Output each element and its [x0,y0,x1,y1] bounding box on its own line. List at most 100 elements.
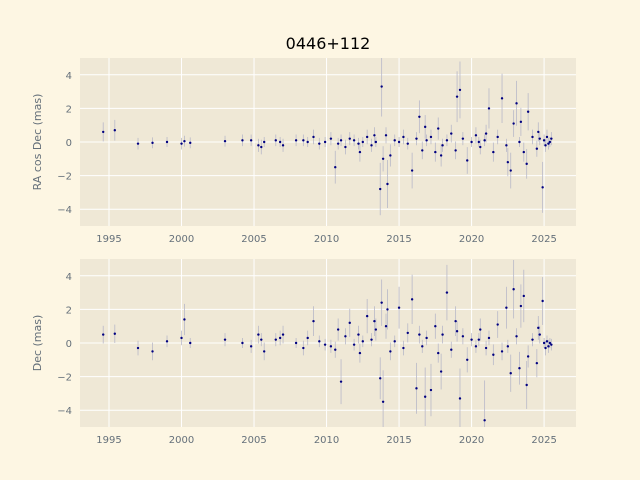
data-point [487,107,491,110]
y-tick-label: 4 [66,71,72,82]
data-point [336,142,340,145]
data-point [492,353,495,356]
x-tick-label: 2020 [459,234,484,245]
data-point [519,120,523,124]
data-point [278,140,282,144]
data-point [339,139,343,142]
data-point [425,336,428,340]
data-point [180,336,183,340]
y-tick-label: 0 [66,339,72,350]
data-point [474,345,478,348]
y-tick-label: 0 [66,138,72,149]
ra-panel: 1995 2000 2005 2010 2015 2020 2025 4 2 0 −2 −4 RA … [31,58,576,245]
data-point [397,140,401,144]
data-point [437,127,440,130]
data-point [165,140,169,144]
data-point [445,139,449,142]
data-point [548,140,552,144]
data-point [365,135,369,139]
data-point [410,298,414,301]
data-point [518,140,521,144]
data-point [352,343,356,346]
data-point [278,336,282,340]
data-point [545,340,549,343]
data-point [423,395,427,398]
data-point [136,346,140,350]
data-point [421,149,424,152]
data-point [165,340,169,343]
data-point [531,135,534,139]
data-point [509,372,512,375]
data-point [306,336,309,340]
data-point [538,333,541,336]
data-point [336,328,340,331]
data-point [450,348,453,351]
y-tick-label: −2 [57,373,72,384]
data-point [535,361,539,365]
y-tick-label: −4 [57,205,72,216]
data-point [294,341,298,345]
data-point [318,340,321,343]
data-point [257,333,260,336]
data-point [151,141,154,145]
dec-y-tick-labels: 4 2 0 −2 −4 [57,272,72,417]
data-point [357,333,360,336]
data-point [454,319,457,323]
data-point [389,350,392,353]
data-point [455,95,459,98]
data-point [281,144,285,147]
data-point [189,341,192,345]
data-point [441,333,444,336]
y-tick-label: 4 [66,272,72,283]
data-point [334,348,337,351]
data-point [547,345,550,348]
data-point [358,351,362,355]
data-point [361,140,365,144]
data-point [535,147,539,150]
data-point [484,132,488,135]
x-tick-label: 2000 [169,234,194,245]
data-point [370,144,373,147]
x-tick-label: 2020 [459,435,484,446]
data-point [183,318,186,321]
data-point [439,370,443,373]
data-point [418,333,421,336]
data-point [518,367,521,370]
x-tick-label: 1995 [96,234,121,245]
y-tick-label: 2 [66,104,72,115]
data-point [515,335,518,338]
data-point [384,134,388,137]
x-tick-label: 2015 [386,234,411,245]
data-point [512,288,515,291]
data-point [496,135,499,139]
data-point [302,139,305,142]
data-point [434,150,437,154]
data-point [466,159,469,162]
data-point [348,321,351,325]
data-point [381,157,385,160]
data-point [257,144,260,147]
ra-y-tick-labels: 4 2 0 −2 −4 [57,71,72,216]
data-point [548,341,552,345]
data-point [537,326,540,330]
data-point [522,150,525,154]
x-tick-label: 2005 [241,234,266,245]
data-point [339,380,343,383]
data-point [312,319,315,323]
ra-points [102,85,553,191]
data-point [474,134,478,137]
data-point [525,162,528,166]
data-point [441,144,444,147]
data-point [323,140,327,144]
data-point [406,142,409,145]
data-point [512,122,515,125]
data-point [477,338,481,341]
data-point [415,137,418,140]
data-point [329,137,333,140]
data-point [470,338,473,341]
data-point [439,154,443,157]
ra-grid [80,58,576,226]
data-point [260,338,263,341]
x-tick-label: 2025 [531,234,556,245]
data-point [541,186,544,189]
